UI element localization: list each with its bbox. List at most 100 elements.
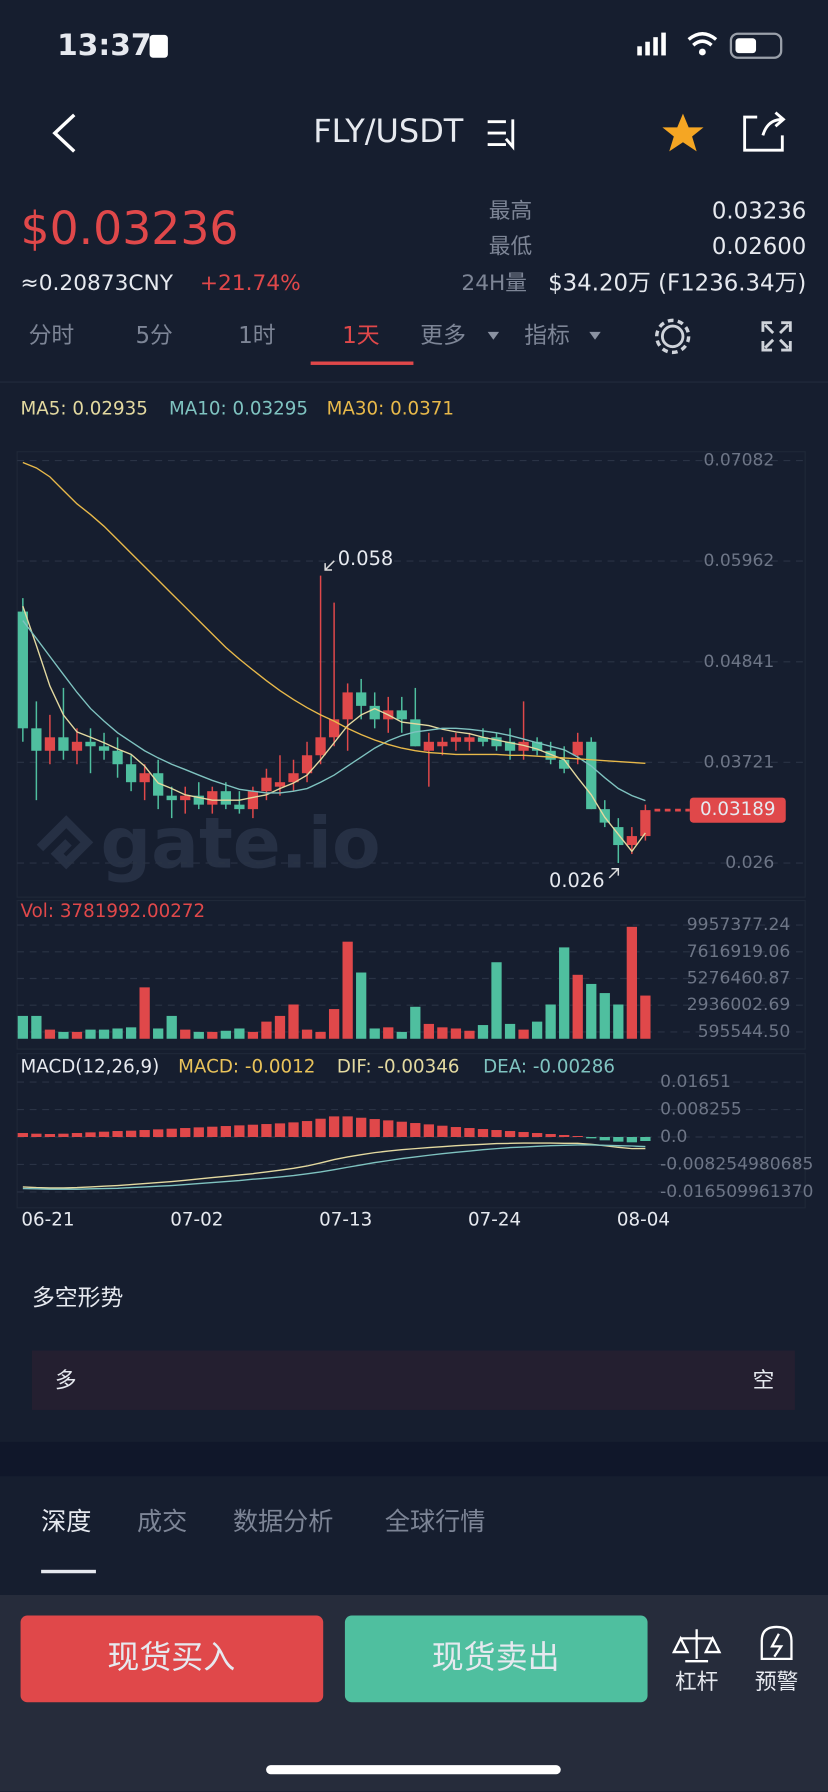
stat-value: 0.03236	[712, 198, 806, 224]
y-tick-label: -0.008254980685	[660, 1154, 813, 1174]
candle-body	[31, 728, 42, 751]
macd-bar	[153, 1129, 164, 1138]
macd-bar	[437, 1125, 448, 1138]
volume-bar	[640, 995, 651, 1039]
section-title: 多空形势	[32, 1286, 123, 1312]
panel-frame	[16, 1053, 806, 1209]
switch-icon[interactable]	[487, 119, 515, 151]
volume-bar	[153, 1028, 164, 1039]
macd-bar	[44, 1134, 56, 1138]
volume-bar	[112, 1028, 123, 1039]
leverage-icon[interactable]	[671, 1629, 722, 1663]
buy-button[interactable]	[20, 1615, 324, 1703]
macd-bar	[369, 1119, 380, 1138]
share-icon[interactable]	[743, 111, 786, 152]
settings-gear	[654, 318, 691, 355]
alert-label[interactable]: 预警	[755, 1670, 798, 1695]
sell-button[interactable]	[344, 1615, 648, 1703]
macd-bar	[98, 1131, 110, 1138]
volume-bar	[477, 1025, 489, 1039]
candle-body	[518, 741, 529, 751]
back-button[interactable]	[52, 113, 76, 153]
macd-bar	[477, 1129, 489, 1138]
ma-line	[22, 620, 646, 802]
candle-body	[315, 737, 326, 756]
volume-bar	[247, 1031, 259, 1039]
candle-body	[599, 809, 610, 823]
macd-bar	[71, 1133, 83, 1138]
volume-bar	[356, 972, 367, 1039]
candle-body	[328, 719, 340, 738]
last-price: $0.03236	[21, 202, 239, 255]
candle-body	[396, 710, 407, 720]
candle-body	[613, 827, 624, 846]
candle-body	[139, 773, 150, 783]
timeframe-tab[interactable]: 分时	[29, 323, 75, 349]
volume-bar	[58, 1031, 69, 1039]
candle-body	[572, 741, 583, 756]
panel-frame	[16, 451, 806, 898]
macd-bar	[166, 1128, 177, 1138]
volume-bar	[288, 1004, 299, 1039]
signal-icon	[637, 32, 666, 56]
volume-bar	[342, 941, 353, 1039]
x-tick-label: 07-13	[319, 1209, 372, 1230]
ma-line	[22, 461, 646, 764]
macd-bar	[450, 1127, 462, 1138]
volume-bar	[261, 1021, 272, 1039]
stat-value: 0.02600	[712, 234, 806, 260]
change: +21.74%	[200, 271, 301, 296]
y-tick-label: 7616919.06	[687, 942, 791, 962]
favorite-star[interactable]	[662, 113, 704, 152]
stat-label: 最高	[489, 199, 532, 224]
volume-bar	[383, 1027, 394, 1039]
volume-bar	[504, 1023, 516, 1039]
more-tab[interactable]: 更多	[420, 323, 466, 349]
cny-price: ≈0.20873CNY	[21, 271, 174, 296]
macd-bar	[234, 1125, 245, 1138]
bottom-tab-active[interactable]: 深度	[41, 1507, 91, 1536]
volume-bar	[125, 1027, 137, 1039]
timeframe-tab-active[interactable]: 1天	[342, 323, 380, 349]
tab-underline	[310, 361, 414, 365]
fullscreen-icon[interactable]	[761, 321, 792, 352]
volume-bar	[531, 1021, 543, 1039]
bottom-tab[interactable]: 成交	[137, 1507, 187, 1536]
buy-label[interactable]: 现货买入	[107, 1638, 235, 1676]
volume-bar	[85, 1029, 96, 1039]
volume-bar	[71, 1031, 83, 1039]
volume-bar	[410, 1006, 421, 1039]
sentiment-bar	[31, 1350, 795, 1410]
pair-title[interactable]: FLY/USDT	[313, 112, 464, 150]
annotation-arrow	[608, 867, 620, 879]
candle-body	[17, 611, 28, 729]
macd-bar	[112, 1131, 123, 1138]
panel-frame	[16, 899, 806, 1050]
y-tick-label: 0.04841	[703, 652, 774, 672]
indicator-tab[interactable]: 指标	[524, 323, 570, 349]
candle-body	[261, 777, 272, 792]
candle-body	[450, 737, 462, 742]
candle-body	[112, 750, 123, 765]
macd-bar	[613, 1137, 624, 1142]
annotation-arrow	[324, 560, 335, 571]
volume-bar	[234, 1028, 245, 1039]
macd-line	[22, 1142, 646, 1189]
alert-icon[interactable]	[760, 1625, 793, 1661]
macd-bar	[180, 1128, 191, 1138]
leverage-label[interactable]: 杠杆	[675, 1670, 718, 1695]
macd-bar	[518, 1132, 529, 1138]
y-tick-label: 0.05962	[703, 551, 774, 571]
timeframe-tab[interactable]: 1时	[238, 323, 275, 349]
macd-label: MACD(12,26,9)	[21, 1056, 160, 1077]
sell-label[interactable]: 现货卖出	[432, 1638, 560, 1676]
volume-bar	[369, 1028, 380, 1039]
timeframe-tab[interactable]: 5分	[135, 323, 172, 349]
bottom-tab[interactable]: 数据分析	[233, 1507, 333, 1536]
y-tick-label: 0.07082	[703, 451, 774, 471]
dropdown-arrow	[487, 331, 500, 340]
volume-bar	[220, 1030, 231, 1039]
bottom-tab[interactable]: 全球行情	[385, 1507, 485, 1536]
settings-icon[interactable]	[660, 324, 685, 349]
candle-body	[274, 782, 286, 787]
